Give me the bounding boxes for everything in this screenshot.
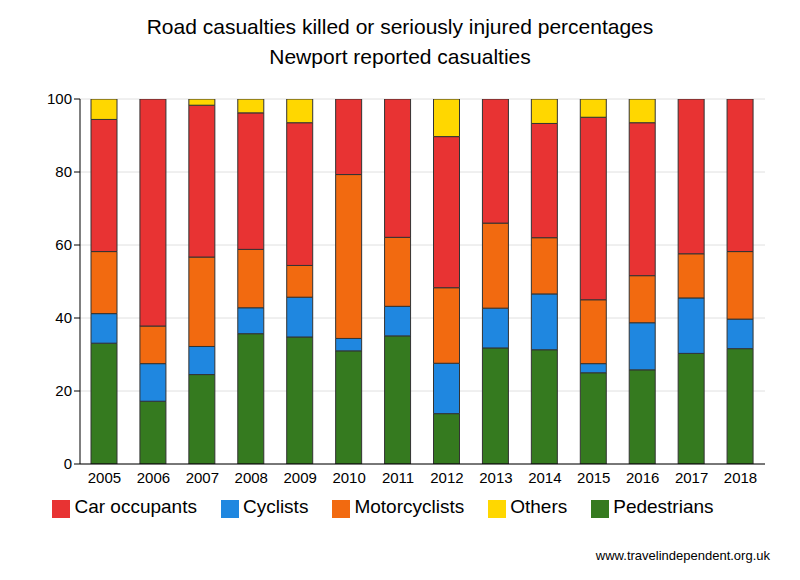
svg-text:0: 0 [64,455,72,472]
svg-text:2015: 2015 [577,469,610,486]
svg-text:20: 20 [55,382,72,399]
svg-text:2008: 2008 [235,469,268,486]
svg-text:2010: 2010 [332,469,365,486]
svg-text:60: 60 [55,236,72,253]
svg-text:2017: 2017 [675,469,708,486]
svg-text:2016: 2016 [626,469,659,486]
svg-text:2005: 2005 [88,469,121,486]
svg-text:2013: 2013 [479,469,512,486]
html-text:Cyclists: Cyclists [242,496,309,517]
svg-text:2014: 2014 [528,469,561,486]
svg-text:2018: 2018 [724,469,757,486]
html-text:Pedestrians: Pedestrians [613,496,714,517]
svg-text:2007: 2007 [186,469,219,486]
svg-text:100: 100 [47,90,72,107]
svg-text:2011: 2011 [382,469,414,486]
svg-text:40: 40 [55,309,72,326]
html-text:Car occupants: Car occupants [74,496,197,517]
svg-text:2012: 2012 [430,469,463,486]
html-text:Road casualties killed or seri: Road casualties killed or seriously inju… [146,15,654,38]
html-text:www.travelindependent.org.uk: www.travelindependent.org.uk [595,548,770,563]
html-text:Newport reported casualties: Newport reported casualties [269,45,531,68]
html-text:Others: Others [510,496,568,517]
html-text:Motorcyclists: Motorcyclists [354,496,465,517]
svg-text:2009: 2009 [283,469,316,486]
svg-text:80: 80 [55,163,72,180]
svg-text:2006: 2006 [137,469,170,486]
